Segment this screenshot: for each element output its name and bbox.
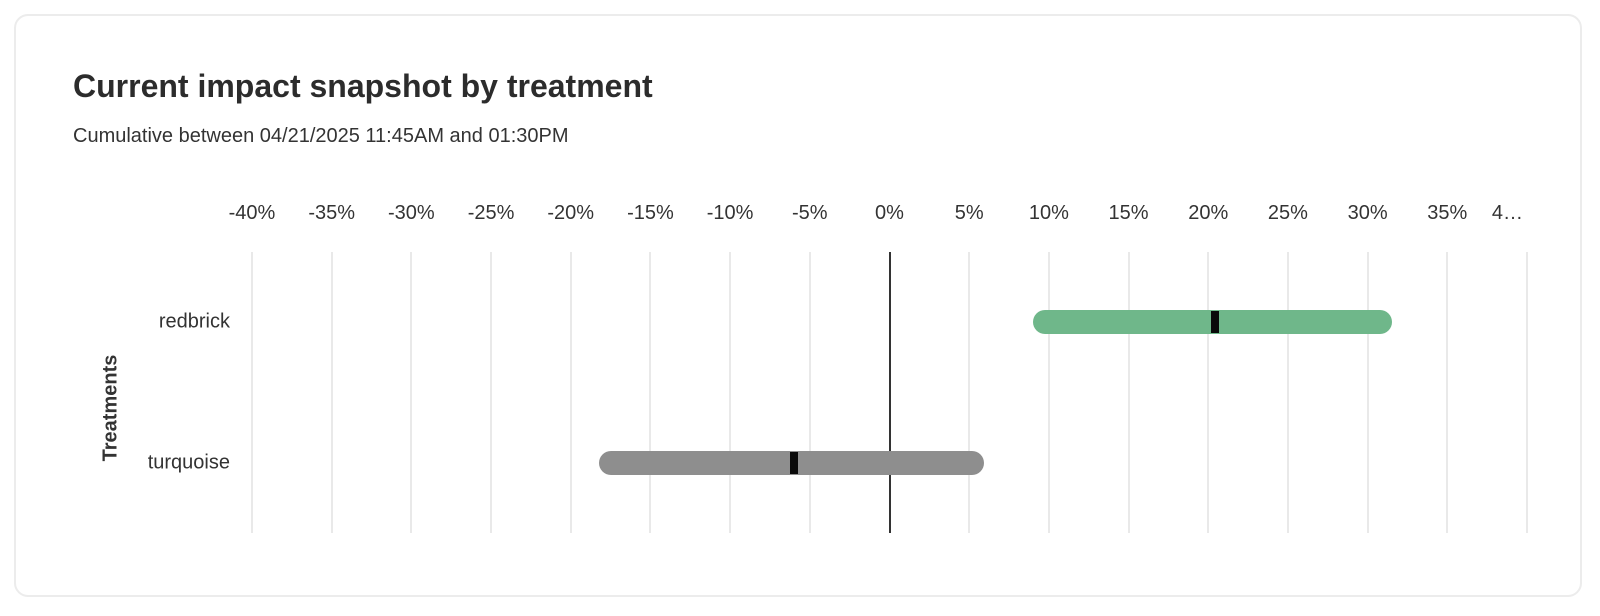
x-tick-label: 15% [1108, 202, 1149, 224]
x-tick-label: 0% [875, 202, 904, 224]
x-tick-label: -5% [792, 202, 828, 224]
grid-line [1366, 252, 1369, 533]
x-tick-label: -40% [228, 202, 276, 224]
x-tick-label: -30% [388, 202, 435, 224]
x-tick-label: 4… [1491, 202, 1523, 224]
x-tick-label: -15% [627, 202, 674, 224]
point-estimate-marker-turquoise[interactable] [789, 451, 798, 474]
chart-card: Current impact snapshot by treatment Cum… [14, 14, 1582, 597]
grid-line [1127, 252, 1130, 533]
grid-line [569, 252, 572, 533]
x-tick-label: 5% [954, 202, 984, 224]
grid-line [808, 252, 811, 533]
category-label-turquoise: turquoise [147, 451, 230, 474]
x-tick-label: -35% [308, 202, 356, 224]
point-estimate-marker-redbrick[interactable] [1210, 311, 1219, 334]
x-tick-label: -25% [467, 202, 515, 224]
chart-title: Current impact snapshot by treatment [73, 68, 653, 104]
grid-line [649, 252, 652, 533]
x-tick-label: 10% [1028, 202, 1069, 224]
chart-subtitle: Cumulative between 04/21/2025 11:45AM an… [73, 125, 569, 147]
x-tick-label: -10% [706, 202, 754, 224]
grid-line [1446, 252, 1449, 533]
grid-line [1526, 252, 1528, 533]
grid-line [330, 252, 333, 533]
grid-line [1047, 252, 1050, 533]
grid-line [729, 252, 732, 533]
x-tick-label: 25% [1267, 202, 1308, 224]
grid-line [251, 252, 253, 533]
grid-line [490, 252, 493, 533]
x-tick-label: 20% [1188, 202, 1229, 224]
x-tick-label: 35% [1427, 202, 1468, 224]
grid-line [410, 252, 413, 533]
grid-line [1207, 252, 1210, 533]
grid-line [968, 252, 971, 533]
zero-line [888, 252, 891, 533]
x-tick-label: -20% [547, 202, 595, 224]
grid-line [1286, 252, 1289, 533]
category-label-redbrick: redbrick [158, 310, 230, 333]
x-tick-label: 30% [1347, 202, 1388, 224]
